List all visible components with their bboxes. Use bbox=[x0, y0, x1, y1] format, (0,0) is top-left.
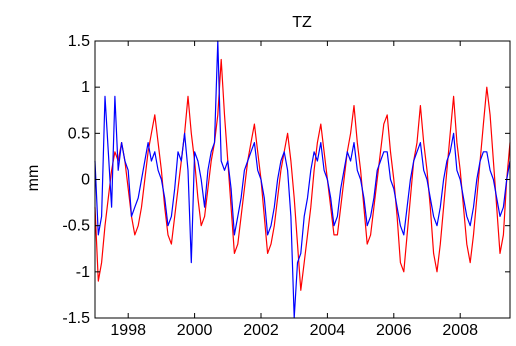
tick-layer: 1998 2000 2002 2004 2006 2008 -1.5 -1 -0.5 0 0.5 1 1… bbox=[62, 33, 510, 339]
y-tick-label: 0 bbox=[81, 172, 90, 189]
x-tick-label: 2006 bbox=[376, 322, 412, 339]
y-axis-label: mm bbox=[25, 165, 42, 192]
y-tick-label: 1.5 bbox=[68, 33, 90, 50]
x-tick-label: 2002 bbox=[243, 322, 279, 339]
series-layer bbox=[94, 40, 511, 319]
y-tick-label: 1 bbox=[81, 79, 90, 96]
x-tick-label: 2004 bbox=[310, 322, 346, 339]
y-tick-label: -0.5 bbox=[62, 218, 90, 235]
x-tick-label: 1998 bbox=[110, 322, 146, 339]
x-tick-label: 2008 bbox=[442, 322, 478, 339]
y-tick-label: -1 bbox=[76, 264, 90, 281]
series-line-1 bbox=[94, 58, 511, 291]
y-tick-label: 0.5 bbox=[68, 125, 90, 142]
y-tick-label: -1.5 bbox=[62, 310, 90, 327]
series-line-2 bbox=[94, 40, 511, 319]
x-tick-label: 2000 bbox=[177, 322, 213, 339]
chart-title: TZ bbox=[292, 14, 312, 31]
